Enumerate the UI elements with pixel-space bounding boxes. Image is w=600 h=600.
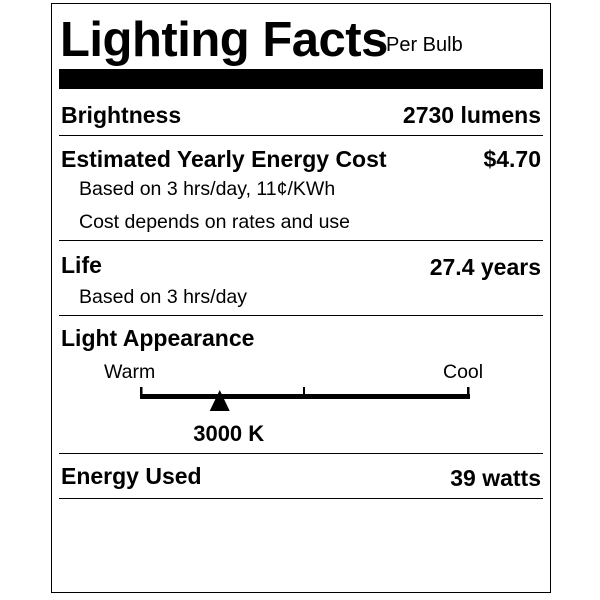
brightness-value: 2730 lumens [402, 102, 541, 128]
divider [59, 135, 543, 137]
warm-label: Warm [104, 361, 156, 383]
divider [59, 498, 543, 500]
life-value: 27.4 years [429, 254, 541, 280]
cost-note-depends: Cost depends on rates and use [79, 211, 351, 233]
life-note: Based on 3 hrs/day [79, 286, 248, 308]
title-bar [59, 69, 543, 89]
label-title: Lighting Facts [60, 13, 388, 67]
scale-tick [140, 387, 143, 397]
energy-value: 39 watts [450, 465, 541, 491]
appearance-value: 3000 K [193, 421, 265, 446]
scale-tick [303, 387, 305, 397]
cost-value: $4.70 [483, 146, 541, 172]
scale-tick [467, 387, 470, 397]
divider [59, 453, 543, 455]
label-subtitle: Per Bulb [386, 34, 463, 56]
divider [59, 240, 543, 242]
color-temperature-scale [140, 387, 470, 411]
energy-label: Energy Used [61, 463, 202, 489]
brightness-label: Brightness [61, 102, 182, 128]
divider [59, 315, 543, 317]
cool-label: Cool [443, 361, 484, 383]
cost-label: Estimated Yearly Energy Cost [61, 146, 387, 172]
lighting-facts-label: Lighting Facts Per Bulb Brightness 2730 … [51, 3, 551, 593]
appearance-label: Light Appearance [61, 325, 255, 351]
life-label: Life [61, 252, 102, 278]
temperature-marker-icon [209, 390, 230, 411]
cost-note-rate: Based on 3 hrs/day, 11¢/KWh [79, 178, 336, 200]
